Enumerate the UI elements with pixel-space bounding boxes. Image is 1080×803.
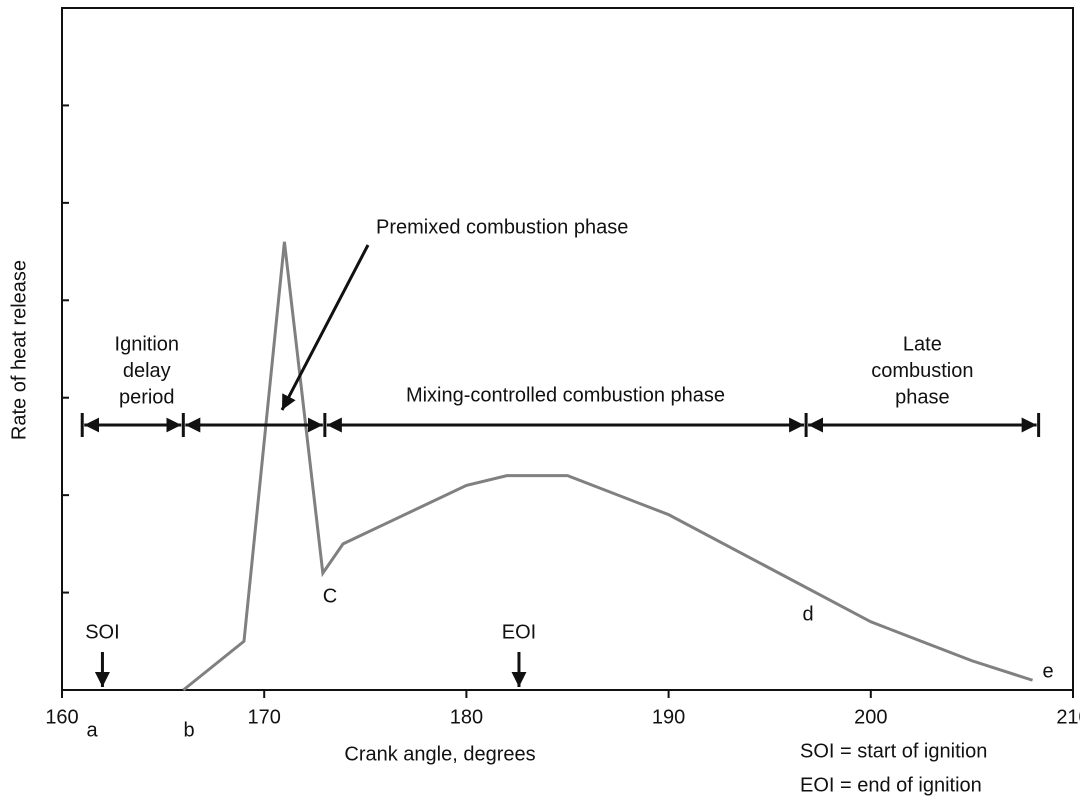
- point-label: d: [802, 603, 813, 625]
- phase-label: Premixed combustion phase: [376, 216, 628, 238]
- note: SOI = start of ignition: [800, 740, 987, 762]
- point-label: b: [183, 719, 194, 741]
- phase-label: phase: [895, 386, 950, 408]
- x-tick-label: 190: [652, 706, 685, 728]
- marker-label: SOI: [85, 621, 119, 643]
- phase-label: Ignition: [115, 333, 180, 355]
- x-tick-label: 160: [45, 706, 78, 728]
- phase-label: delay: [123, 360, 171, 382]
- y-axis-label: Rate of heat release: [8, 260, 30, 440]
- phase-label: Mixing-controlled combustion phase: [406, 384, 725, 406]
- marker-label: EOI: [502, 621, 536, 643]
- heat-release-line: [182, 241, 1034, 692]
- plot-frame: [61, 7, 1074, 691]
- x-tick-label: 200: [854, 706, 887, 728]
- point-label: a: [86, 719, 98, 741]
- phase-label: combustion: [871, 360, 973, 382]
- x-tick-label: 170: [248, 706, 281, 728]
- point-label: C: [323, 585, 337, 607]
- x-axis-label: Crank angle, degrees: [344, 743, 535, 765]
- point-label: e: [1042, 660, 1053, 682]
- phase-label: period: [119, 386, 175, 408]
- phase-label: Late: [903, 333, 942, 355]
- x-tick-label: 210: [1056, 706, 1080, 728]
- x-tick-label: 180: [450, 706, 483, 728]
- note: EOI = end of ignition: [800, 774, 982, 796]
- callout-arrow: [280, 244, 370, 411]
